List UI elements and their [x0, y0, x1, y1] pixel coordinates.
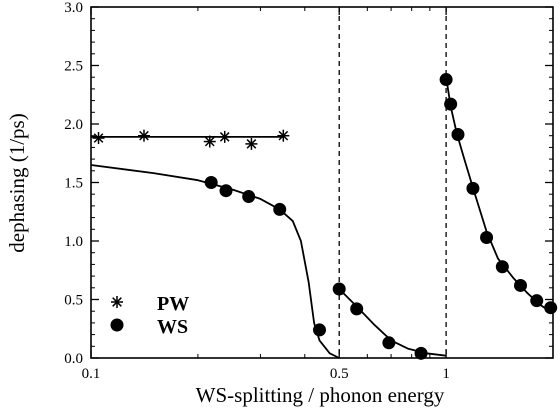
ws-point: [204, 176, 218, 189]
reference-lines: [338, 7, 447, 358]
asterisk-stroke: [219, 132, 230, 142]
x-tick-label: 1: [442, 366, 450, 382]
pw-point: [218, 130, 231, 143]
ws-point: [350, 302, 364, 316]
ws-point: [273, 202, 287, 216]
legend-label-ws: WS: [157, 316, 188, 338]
legend-label-pw: PW: [157, 293, 189, 315]
ws-point: [332, 282, 346, 296]
pw-point: [245, 137, 258, 150]
y-tick-label: 0.0: [64, 351, 83, 367]
ws-point: [480, 230, 494, 244]
ws-point: [514, 278, 528, 292]
y-tick-label: 2.0: [64, 117, 83, 133]
legend-marker-pw: [111, 296, 123, 308]
ws-point: [544, 301, 558, 315]
data-markers: [92, 73, 558, 360]
y-tick-label: 1.5: [64, 176, 83, 192]
y-tick-label: 2.5: [64, 59, 83, 75]
asterisk-stroke: [93, 133, 104, 143]
ws-fit-curve: [445, 77, 554, 315]
asterisk-stroke: [278, 130, 289, 141]
ws-point: [242, 190, 256, 204]
y-axis-label: dephasing (1/ps): [5, 113, 29, 252]
ws-point: [444, 97, 458, 111]
y-tick-label: 1.0: [64, 234, 83, 250]
ws-fit-curve: [90, 164, 340, 359]
ws-point: [312, 323, 326, 337]
pw-point: [92, 132, 105, 145]
ws-point: [451, 128, 465, 142]
ws-point: [414, 346, 428, 360]
ws-point: [219, 184, 233, 198]
pw-point: [203, 135, 216, 148]
y-tick-label: 0.5: [64, 293, 83, 309]
axis-ticks: 0.0 0.5 1.0 1.5 2.0 2.5 3.0 0.1 0.5 1: [64, 0, 554, 382]
legend-marker-ws: [110, 318, 124, 332]
pw-point: [137, 129, 150, 142]
ws-point: [382, 336, 396, 350]
x-axis-label: WS-splitting / phonon energy: [196, 383, 445, 407]
x-tick-label: 0.5: [330, 366, 349, 382]
pw-point: [277, 129, 290, 142]
ws-point: [439, 73, 453, 87]
legend: PW WS: [157, 293, 189, 338]
x-tick-label: 0.1: [82, 366, 101, 382]
ws-point: [495, 260, 509, 274]
asterisk-stroke: [139, 130, 149, 141]
asterisk-stroke: [112, 297, 122, 307]
y-tick-label: 3.0: [64, 0, 83, 16]
asterisk-stroke: [204, 136, 215, 147]
ws-point: [466, 181, 480, 195]
ws-point: [530, 294, 544, 308]
asterisk-stroke: [246, 139, 257, 149]
